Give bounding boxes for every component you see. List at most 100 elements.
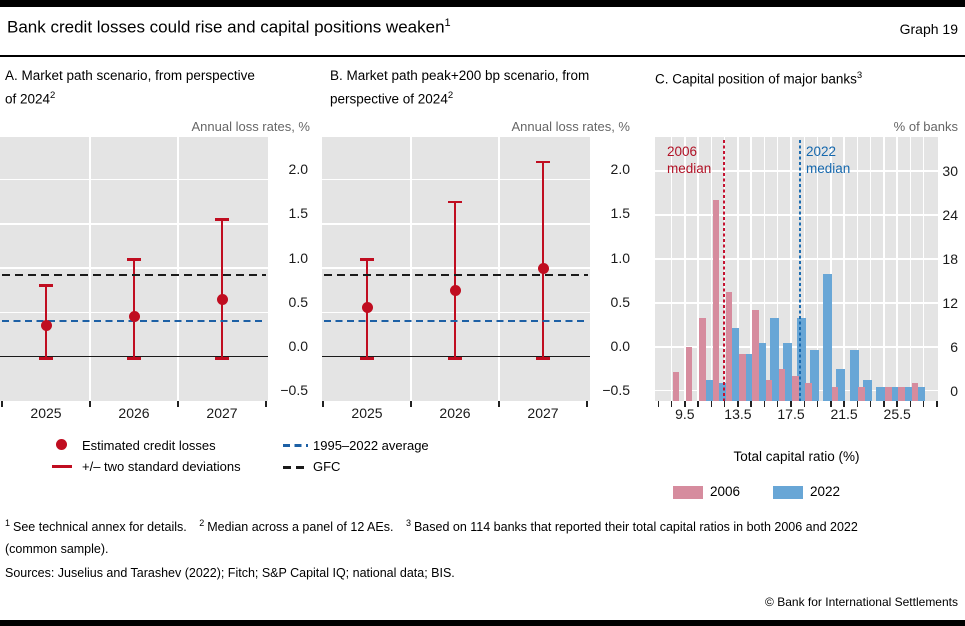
bar-2022: [809, 350, 819, 401]
gridline-vertical: [737, 137, 739, 401]
y-tick-label: 2.0: [610, 161, 630, 178]
axis-tick: [265, 401, 267, 407]
panel-c-xaxis-title: Total capital ratio (%): [733, 449, 860, 464]
bar-2006: [752, 310, 759, 401]
bar-2006: [831, 387, 839, 401]
bar-2022: [849, 350, 859, 401]
bar-2022: [876, 387, 886, 401]
legend-gfc: GFC: [313, 459, 341, 474]
gridline-vertical: [750, 137, 752, 401]
bar-2006: [725, 291, 733, 401]
bar-2022: [902, 387, 912, 401]
y-tick-label: 6: [950, 338, 958, 355]
y-tick-label: 30: [942, 163, 958, 180]
gridline: [0, 223, 268, 225]
gridline-vertical: [776, 137, 779, 401]
y-tick-label: 1.5: [288, 205, 308, 222]
bar-2006: [858, 387, 865, 401]
bar-2022: [823, 273, 833, 401]
axis-tick: [177, 401, 179, 407]
data-point: [128, 311, 140, 323]
axis-tick: [803, 401, 805, 407]
bar-2022: [703, 379, 713, 401]
bar-2022: [836, 368, 846, 401]
gridline: [655, 302, 938, 304]
footnote-2-text: Median across a panel of 12 AEs.: [207, 520, 394, 535]
gridline-vertical: [896, 137, 898, 401]
panel-b-footnote-marker: 2: [447, 90, 454, 101]
bar-2006: [911, 383, 919, 401]
footnotes: 1 See technical annex for details. 2 Media…: [5, 513, 890, 560]
panel-a-title-text: A. Market path scenario, from perspectiv…: [5, 68, 255, 107]
gridline-vertical: [830, 137, 832, 401]
bar-2022: [796, 317, 806, 401]
gridline-vertical: [816, 137, 819, 401]
gridline-vertical: [883, 137, 885, 401]
gridline-vertical: [856, 137, 859, 401]
gridline-vertical: [803, 137, 806, 401]
error-bar-cap-bottom: [536, 356, 550, 360]
bar-2006: [898, 387, 905, 401]
axis-tick: [777, 401, 779, 407]
bar-2006: [765, 379, 773, 401]
data-point: [216, 293, 228, 305]
bar-2022: [717, 383, 726, 401]
graph-title-text: Bank credit losses could rise and capita…: [7, 17, 445, 37]
x-tick-label: 13.5: [724, 406, 752, 422]
axis-tick: [657, 401, 659, 407]
x-tick-label: 25.5: [883, 406, 911, 422]
bar-2006: [672, 372, 680, 401]
error-bar-cap-bottom: [360, 356, 374, 360]
gridline: [655, 346, 938, 348]
panel-c-title-text: C. Capital position of major banks: [655, 71, 857, 87]
copyright-line: © Bank for International Settlements: [765, 595, 958, 609]
bar-2006: [792, 376, 799, 401]
sources-line: Sources: Juselius and Tarashev (2022); F…: [5, 566, 455, 580]
panel-b-title-text: B. Market path peak+200 bp scenario, fro…: [330, 68, 590, 107]
panel-b-title: B. Market path peak+200 bp scenario, fro…: [330, 66, 592, 110]
error-bar-cap-top: [215, 218, 229, 221]
error-bar-stem: [541, 162, 545, 359]
bar-2006: [778, 368, 786, 401]
legend-2022-swatch: [773, 486, 803, 499]
bar-2022: [730, 328, 740, 401]
bar-2022: [862, 379, 872, 401]
gridline: [655, 258, 938, 260]
gridline: [655, 170, 938, 172]
bar-2022: [756, 343, 766, 401]
median-2022-label: 2022 median: [806, 144, 851, 176]
x-tick-label: 21.5: [830, 406, 858, 422]
error-bar-cap-bottom: [127, 356, 141, 360]
footnote-1-marker: 1: [5, 518, 11, 528]
gridline-vertical: [177, 137, 179, 401]
gridline-vertical: [763, 137, 766, 401]
y-tick-label: −0.5: [280, 382, 308, 399]
bar-2006: [712, 200, 719, 401]
y-tick-label: 0.0: [288, 338, 308, 354]
gridline-vertical: [410, 137, 412, 401]
error-bar-cap-bottom: [215, 356, 229, 360]
legend-2022-label: 2022: [810, 484, 841, 499]
error-bar-cap-bottom: [448, 356, 462, 360]
axis-tick: [816, 401, 819, 407]
y-tick-label: 1.0: [288, 249, 308, 266]
axis-tick: [410, 401, 412, 407]
error-bar-cap-top: [360, 257, 374, 261]
bar-2006: [885, 387, 892, 401]
legend-two-stdev: +/– two standard deviations: [82, 459, 241, 474]
y-tick-label: 2.0: [288, 161, 308, 178]
bar-2022: [743, 354, 753, 401]
legend-gfc-marker: [283, 466, 308, 469]
y-tick-label: 12: [942, 294, 958, 311]
panel-a-footnote-marker: 2: [50, 90, 56, 101]
title-divider-line: [0, 55, 965, 57]
axis-tick: [322, 401, 324, 407]
gridline-vertical: [89, 137, 91, 401]
bar-2006: [699, 317, 706, 401]
x-tick-label: 2027: [527, 405, 559, 421]
footnote-3-text: Based on 114 banks that reported their t…: [5, 520, 858, 556]
y-tick-label: 18: [942, 250, 958, 267]
median-2006-label: 2006 median: [667, 144, 712, 176]
axis-tick: [830, 401, 832, 407]
